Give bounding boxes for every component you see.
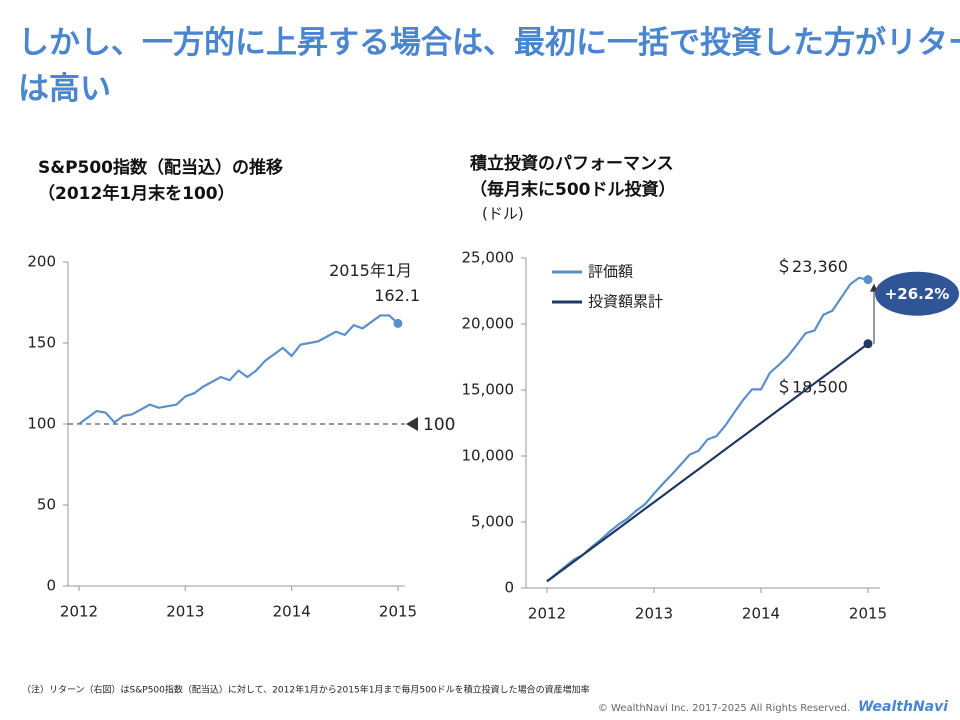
end-point — [863, 275, 873, 285]
series-line — [78, 314, 399, 425]
x-tick-label: 2013 — [166, 603, 204, 621]
y-tick-label: 100 — [27, 415, 56, 433]
y-tick-label: 50 — [37, 496, 56, 514]
x-tick-label: 2012 — [528, 605, 566, 623]
x-tick-label: 2013 — [635, 605, 673, 623]
chart-subtitle: （2012年1月末を100） — [38, 183, 235, 204]
x-tick-label: 2012 — [60, 603, 98, 621]
chart-title: S&P500指数（配当込）の推移 — [38, 157, 283, 178]
x-tick-label: 2014 — [742, 605, 780, 623]
value-label: ＄18,500 — [776, 377, 848, 396]
reference-arrow — [406, 417, 418, 431]
title-line: は高い — [18, 71, 111, 107]
y-tick-label: 150 — [27, 334, 56, 352]
y-tick-label: 20,000 — [462, 315, 515, 333]
title-line: しかし、一方的に上昇する場合は、最初に一括で投資した方がリターン — [18, 25, 960, 61]
chart-title: 積立投資のパフォーマンス — [470, 153, 674, 174]
x-tick-label: 2015 — [379, 603, 417, 621]
y-tick-label: 200 — [27, 253, 56, 271]
reference-label: 100 — [423, 415, 455, 435]
annotation: 2015年1月 — [329, 261, 412, 280]
logo: WealthNavi — [858, 699, 948, 715]
series-line — [546, 342, 869, 583]
y-tick-label: 15,000 — [462, 381, 515, 399]
x-tick-label: 2015 — [849, 605, 887, 623]
end-point — [393, 318, 403, 328]
y-tick-label: 5,000 — [471, 513, 514, 531]
footnote: （注）リターン（右図）はS&P500指数（配当込）に対して、2012年1月から2… — [22, 684, 590, 696]
end-point — [863, 339, 873, 349]
value-label: ＄23,360 — [776, 257, 848, 276]
gain-label: +26.2% — [885, 285, 950, 303]
gain-badge — [875, 271, 959, 316]
value-label: 162.1 — [374, 286, 420, 305]
y-tick-label: 10,000 — [462, 447, 515, 465]
chart-subtitle: （毎月末に500ドル投資） — [470, 179, 676, 200]
legend-label: 評価額 — [588, 263, 633, 281]
series-line — [546, 276, 869, 583]
y-tick-label: 25,000 — [462, 249, 515, 267]
y-axis-label: (ドル) — [482, 205, 524, 223]
y-tick-label: 0 — [504, 579, 514, 597]
legend-label: 投資額累計 — [588, 293, 663, 311]
slide-title: しかし、一方的に上昇する場合は、最初に一括で投資した方がリターンは高い — [18, 25, 960, 107]
copyright: © WealthNavi Inc. 2017-2025 All Rights R… — [598, 703, 850, 714]
y-tick-label: 0 — [46, 577, 56, 595]
x-tick-label: 2014 — [273, 603, 311, 621]
